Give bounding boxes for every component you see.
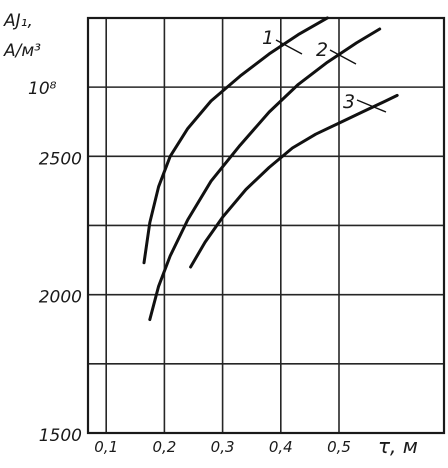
series-3-line [189,93,399,269]
series-3-leader [356,99,387,113]
x-axis-label: τ, м [378,434,418,458]
grid [88,18,444,433]
series-2-line [148,27,382,322]
plot-frame [86,16,446,435]
x-tick-label-2: 0,3 [211,438,235,456]
y-axis-multiplier: 10⁸ [28,79,57,99]
y-tick-label-0: 1500 [39,426,82,446]
series-2-label: 2 [316,39,328,61]
tick-labels: 0,1 0,2 0,3 0,4 0,5 1500 2000 2500 [39,149,351,456]
series-1-label: 1 [262,27,274,49]
y-tick-label-1: 2000 [39,288,82,308]
y-axis-label-line2: А/м³ [3,41,41,61]
series-3-label: 3 [343,91,355,113]
y-tick-label-2: 2500 [39,149,82,169]
curves: 1 2 3 [142,16,399,322]
series-1-leader [275,39,303,55]
x-tick-label-4: 0,5 [327,438,351,456]
x-tick-label-0: 0,1 [94,438,118,456]
x-tick-label-3: 0,4 [269,438,293,456]
y-axis-label-line1: AJ₁, [3,11,33,31]
series-2-leader [329,49,357,65]
x-tick-label-1: 0,2 [152,438,176,456]
